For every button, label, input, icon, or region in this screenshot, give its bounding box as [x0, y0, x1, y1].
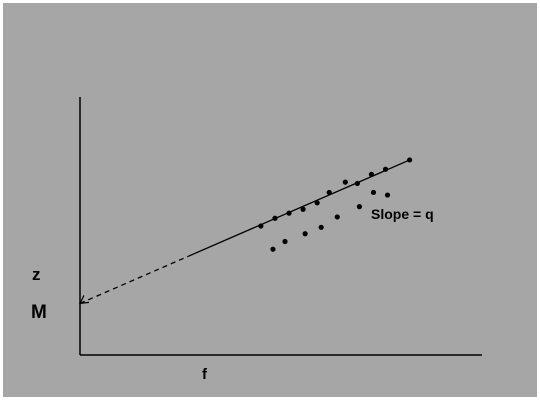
data-point-16 — [356, 204, 362, 210]
intercept-arrowhead — [78, 295, 90, 305]
data-point-13 — [302, 231, 308, 237]
data-point-2 — [272, 215, 278, 221]
data-point-18 — [382, 166, 389, 172]
data-point-8 — [354, 180, 360, 187]
data-points — [258, 157, 413, 252]
data-point-14 — [318, 224, 324, 230]
data-point-4 — [300, 206, 306, 212]
intercept-label: M — [31, 302, 47, 323]
data-point-6 — [326, 189, 332, 196]
data-point-17 — [368, 171, 375, 177]
data-point-3 — [286, 210, 292, 216]
slope-annotation: Slope = q — [371, 206, 434, 222]
data-point-9 — [370, 189, 377, 196]
data-point-1 — [258, 223, 264, 229]
data-point-12 — [282, 238, 288, 245]
axes — [79, 97, 482, 356]
data-point-5 — [314, 200, 320, 206]
data-point-7 — [342, 179, 348, 185]
x-axis-label: f — [202, 366, 208, 383]
data-point-10 — [384, 192, 391, 198]
data-point-11 — [270, 246, 276, 252]
fit-line-end-point — [407, 157, 413, 163]
data-point-15 — [334, 214, 340, 220]
y-axis-label: z — [32, 265, 41, 284]
fit-line-extrapolated — [79, 255, 189, 304]
